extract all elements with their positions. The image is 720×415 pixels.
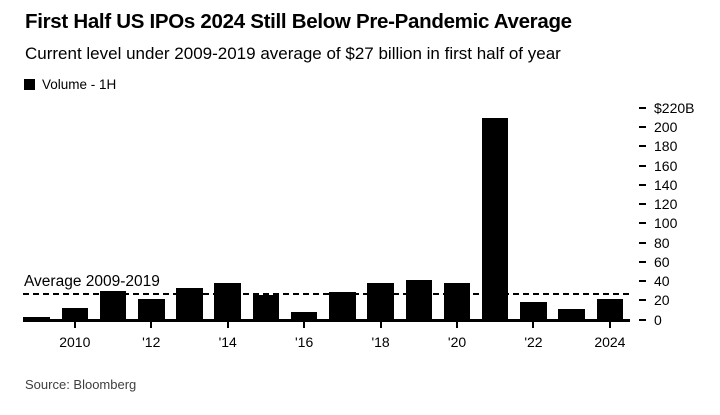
legend-label: Volume - 1H	[42, 77, 117, 92]
y-axis-tick-label: 20	[654, 292, 670, 309]
y-axis-tick	[639, 107, 646, 109]
y-axis-tick-label: 100	[654, 215, 678, 232]
y-axis-tick	[639, 145, 646, 148]
y-axis-tick-label: 120	[654, 196, 678, 213]
volume-bar-2018	[367, 282, 394, 322]
average-dashed-line	[23, 292, 630, 295]
chart-subtitle: Current level under 2009-2019 average of…	[25, 44, 561, 63]
x-axis-tick-label: '20	[447, 334, 467, 350]
chart-title: First Half US IPOs 2024 Still Below Pre-…	[25, 10, 572, 33]
x-axis-tick-label: 2024	[594, 334, 626, 350]
y-axis-tick	[639, 126, 646, 129]
x-axis-tick	[379, 322, 382, 328]
y-axis-tick-label: 160	[654, 157, 678, 174]
x-axis-tick	[532, 322, 535, 328]
volume-bar-2023	[558, 308, 585, 322]
y-axis-tick	[639, 299, 646, 302]
y-axis-tick-label: 0	[654, 311, 662, 328]
x-axis-tick	[608, 322, 611, 328]
y-axis-tick-label: 80	[654, 234, 670, 251]
volume-bar-2017	[329, 291, 356, 322]
x-axis-tick	[150, 322, 153, 328]
volume-bar-2020	[443, 282, 471, 322]
volume-bar-2015	[252, 294, 280, 322]
legend: Volume - 1H	[24, 77, 116, 92]
x-axis-tick	[303, 322, 306, 328]
volume-bar-2016	[290, 311, 318, 322]
y-axis-tick	[639, 222, 646, 225]
y-axis-tick-label: 40	[654, 273, 670, 290]
x-axis-tick-label: '12	[142, 334, 161, 350]
y-axis-tick	[639, 241, 646, 244]
volume-bar-2012	[138, 299, 165, 322]
volume-bar-2011	[99, 290, 127, 322]
x-axis-line	[23, 319, 630, 322]
x-axis-tick	[226, 322, 229, 328]
volume-bar-2010	[61, 307, 89, 322]
x-axis-tick-label: '18	[371, 334, 390, 350]
y-axis-tick-label: $220B	[654, 100, 695, 116]
x-axis-tick	[73, 322, 76, 328]
y-axis-tick	[639, 260, 646, 263]
y-axis-tick-label: 200	[654, 119, 678, 136]
y-axis-tick	[639, 318, 646, 321]
y-axis-tick-label: 140	[654, 176, 678, 193]
y-axis-tick-label: 180	[654, 138, 678, 155]
y-axis-tick	[639, 164, 646, 167]
y-axis-tick-label: 60	[654, 253, 670, 270]
y-axis-tick	[639, 280, 646, 283]
x-axis-tick	[456, 322, 459, 328]
y-axis-tick	[639, 203, 646, 206]
volume-bar-2014	[214, 282, 241, 322]
volume-bar-2022	[520, 302, 547, 322]
volume-bar-2019	[405, 280, 433, 322]
y-axis-tick	[639, 183, 646, 186]
x-axis-tick-label: '22	[524, 334, 543, 350]
x-axis-tick-label: '14	[218, 334, 237, 350]
volume-bar-2021	[481, 117, 509, 322]
average-line-label: Average 2009-2019	[24, 273, 160, 290]
x-axis-tick-label: 2010	[59, 334, 91, 350]
x-axis-tick-label: '16	[295, 334, 314, 350]
legend-swatch-icon	[24, 79, 35, 90]
volume-bar-2024	[596, 299, 624, 322]
source-label: Source: Bloomberg	[25, 377, 137, 392]
